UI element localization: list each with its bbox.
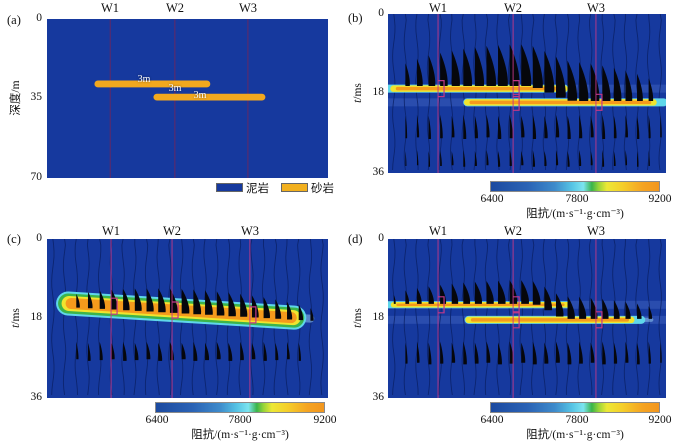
colorbar-d-tick-mid: 7800 [565, 414, 589, 426]
panel-a-well-label-w3: W3 [238, 1, 258, 15]
panel-a-well-label-w2: W2 [165, 1, 185, 15]
panel-a-ytick-70: 70 [30, 171, 43, 183]
panel-b-tag: (b) [348, 11, 363, 25]
panel-c-well-label-w1: W1 [101, 224, 121, 238]
panel-b-ytick-18: 18 [372, 86, 385, 98]
colorbar-b-strip [490, 181, 660, 192]
panel-d-well-label-w2: W2 [503, 224, 523, 238]
panel-d-seismic-canvas [388, 239, 666, 398]
panel-a-ytick-35: 35 [30, 91, 43, 103]
panel-d-well-label-w3: W3 [586, 224, 606, 238]
panel-b-seismic-canvas [388, 14, 666, 173]
panel-b-well-label-w1: W1 [428, 1, 448, 15]
panel-d-ytick-18: 18 [372, 311, 385, 323]
colorbar-c-label: 阻抗/(m·s⁻¹·g·cm⁻³) [191, 429, 289, 441]
panel-a-model-canvas [47, 19, 328, 178]
panel-d-ytick-36: 36 [372, 391, 385, 403]
colorbar-d-label: 阻抗/(m·s⁻¹·g·cm⁻³) [526, 429, 624, 441]
legend-swatch-mudstone [216, 183, 243, 192]
colorbar-c-tick-max: 9200 [313, 414, 337, 426]
legend-label-sandstone: 砂岩 [311, 183, 334, 195]
colorbar-d-strip [490, 402, 660, 413]
colorbar-c-strip [155, 402, 325, 413]
panel-a-tag: (a) [7, 13, 21, 27]
panel-d-well-label-w1: W1 [428, 224, 448, 238]
colorbar-c-tick-min: 6400 [145, 414, 169, 426]
panel-b-ytick-0: 0 [378, 7, 384, 19]
panel-b-ytick-36: 36 [372, 166, 385, 178]
colorbar-b-tick-max: 9200 [648, 193, 672, 205]
annotation-3m-upper: 3m [137, 74, 151, 85]
colorbar-d-tick-min: 6400 [480, 414, 504, 426]
panel-c-seismic-canvas [47, 239, 328, 398]
panel-c-well-label-w2: W2 [162, 224, 182, 238]
panel-b-well-label-w2: W2 [503, 1, 523, 15]
colorbar-d-tick-max: 9200 [648, 414, 672, 426]
colorbar-b-tick-mid: 7800 [565, 193, 589, 205]
panel-a-well-label-w1: W1 [100, 1, 120, 15]
panel-b-ylabel-t: t [352, 99, 364, 103]
colorbar-b-label: 阻抗/(m·s⁻¹·g·cm⁻³) [526, 208, 624, 220]
panel-d-ytick-0: 0 [378, 232, 384, 244]
panel-c-ytick-18: 18 [30, 311, 43, 323]
colorbar-b-tick-min: 6400 [480, 193, 504, 205]
panel-b-well-label-w3: W3 [586, 1, 606, 15]
panel-c-ytick-36: 36 [30, 391, 43, 403]
annotation-3m-middle: 3m [168, 83, 182, 94]
panel-d-tag: (d) [348, 232, 363, 246]
panel-c-well-label-w3: W3 [240, 224, 260, 238]
legend-swatch-sandstone [281, 183, 308, 192]
panel-a-ytick-0: 0 [36, 12, 42, 24]
panel-c-tag: (c) [7, 232, 21, 246]
colorbar-c-tick-mid: 7800 [228, 414, 252, 426]
panel-c-ytick-0: 0 [36, 232, 42, 244]
panel-d-ylabel-t: t [352, 324, 364, 328]
legend-label-mudstone: 泥岩 [246, 183, 269, 195]
panel-c-ylabel-t: t [10, 324, 22, 328]
annotation-3m-lower: 3m [193, 90, 207, 101]
